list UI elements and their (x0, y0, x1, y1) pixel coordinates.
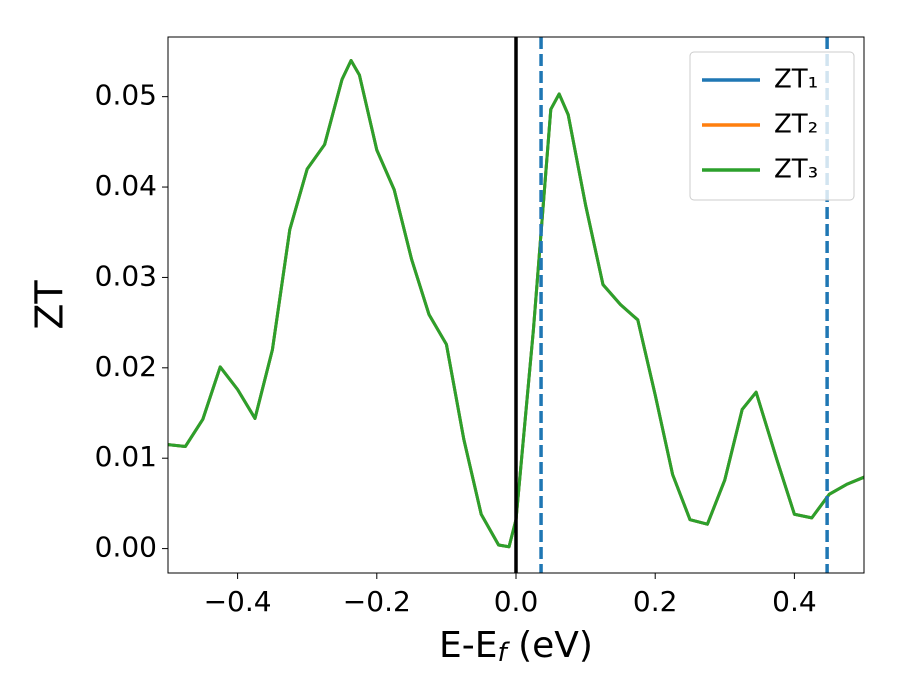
legend-label: ZT₃ (774, 155, 818, 185)
y-tick-label: 0.02 (95, 350, 157, 383)
x-tick-label: 0.4 (772, 585, 817, 618)
legend-label: ZT₂ (774, 110, 818, 140)
legend-box (689, 51, 855, 201)
x-axis-label-part: (eV) (507, 625, 593, 666)
x-axis-label: E-Ef (eV) (439, 625, 593, 668)
series-line (168, 59, 864, 549)
plot-frame (167, 36, 865, 574)
y-tick-label: 0.01 (95, 440, 157, 473)
y-tick-label: 0.03 (95, 259, 157, 292)
x-tick-label: −0.2 (343, 585, 411, 618)
y-tick-label: 0.04 (95, 169, 157, 202)
x-tick-label: 0.0 (494, 585, 539, 618)
y-axis-label: ZT (28, 280, 72, 330)
x-tick-label: −0.4 (204, 585, 272, 618)
x-axis-label-part: E-E (439, 625, 497, 666)
legend-label: ZT₁ (774, 65, 818, 95)
y-tick-label: 0.00 (95, 531, 157, 564)
y-tick-label: 0.05 (95, 79, 157, 112)
x-tick-label: 0.2 (633, 585, 678, 618)
